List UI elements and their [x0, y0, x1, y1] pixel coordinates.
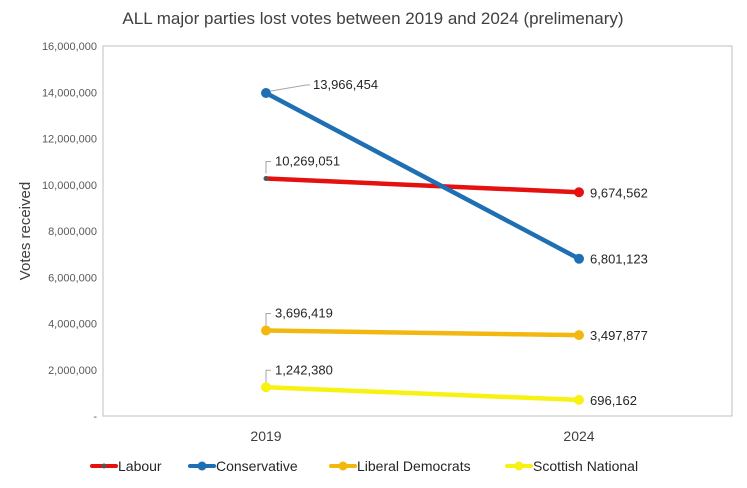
- legend-swatch-marker: [197, 461, 207, 471]
- series-labour: [263, 176, 584, 198]
- series-line: [263, 90, 582, 261]
- y-tick-label: 12,000,000: [42, 134, 97, 146]
- x-axis-categories: 2019 2024: [250, 428, 594, 444]
- data-label: 9,674,562: [590, 185, 648, 200]
- legend-item: Liberal Democrats: [329, 458, 471, 474]
- y-tick-label: 4,000,000: [48, 319, 97, 331]
- data-labels: 10,269,051 9,674,562 13,966,454 6,801,123 3,…: [265, 77, 648, 408]
- legend-item: Labour: [90, 458, 162, 474]
- leader-line: [270, 84, 310, 92]
- legend-label: Conservative: [216, 458, 298, 474]
- legend-label: Labour: [118, 458, 162, 474]
- legend-label: Liberal Democrats: [357, 458, 471, 474]
- data-label: 3,696,419: [275, 306, 333, 321]
- legend-label: Scottish National: [533, 458, 638, 474]
- series-scottish-national: [261, 382, 584, 405]
- y-tick-label: 10,000,000: [42, 180, 97, 192]
- chart-title: ALL major parties lost votes between 201…: [122, 9, 623, 28]
- data-point: [261, 382, 271, 393]
- data-point: [574, 253, 584, 264]
- plot-area: [102, 45, 733, 417]
- y-tick-label: -: [93, 411, 97, 423]
- series-group: [261, 88, 584, 405]
- y-axis-ticks: - 2,000,000 4,000,000 6,000,000 8,000,000 10,…: [42, 41, 97, 423]
- legend-swatch-marker: [338, 461, 348, 471]
- legend-swatch-marker: [101, 463, 107, 469]
- y-tick-label: 8,000,000: [48, 226, 97, 238]
- series-line: [263, 176, 582, 195]
- data-label: 1,242,380: [275, 362, 333, 377]
- series-line: [263, 328, 582, 338]
- y-tick-label: 2,000,000: [48, 365, 97, 377]
- x-category-label: 2019: [250, 428, 281, 444]
- y-axis-label: Votes received: [17, 182, 34, 280]
- series-line: [263, 385, 582, 403]
- legend-swatch-marker: [514, 461, 524, 471]
- data-label: 13,966,454: [313, 77, 378, 92]
- leader-line: [265, 313, 271, 326]
- legend: Labour Conservative Liberal Democrats Scott…: [90, 458, 638, 474]
- y-tick-label: 6,000,000: [48, 272, 97, 284]
- data-label: 10,269,051: [275, 154, 340, 169]
- x-category-label: 2024: [563, 428, 594, 444]
- series-liberal-democrats: [261, 325, 584, 341]
- data-label: 3,497,877: [590, 328, 648, 343]
- data-point: [261, 88, 271, 99]
- data-label: 696,162: [590, 393, 637, 408]
- y-tick-label: 16,000,000: [42, 41, 97, 53]
- data-point: [574, 187, 584, 198]
- leader-line: [265, 161, 271, 174]
- data-label: 6,801,123: [590, 252, 648, 267]
- data-point: [574, 330, 584, 341]
- y-tick-label: 14,000,000: [42, 87, 97, 99]
- data-point: [261, 325, 271, 336]
- series-conservative: [261, 88, 584, 264]
- data-point: [263, 176, 269, 182]
- leader-line: [265, 369, 271, 383]
- data-point: [574, 394, 584, 405]
- legend-item: Scottish National: [505, 458, 638, 474]
- legend-item: Conservative: [188, 458, 298, 474]
